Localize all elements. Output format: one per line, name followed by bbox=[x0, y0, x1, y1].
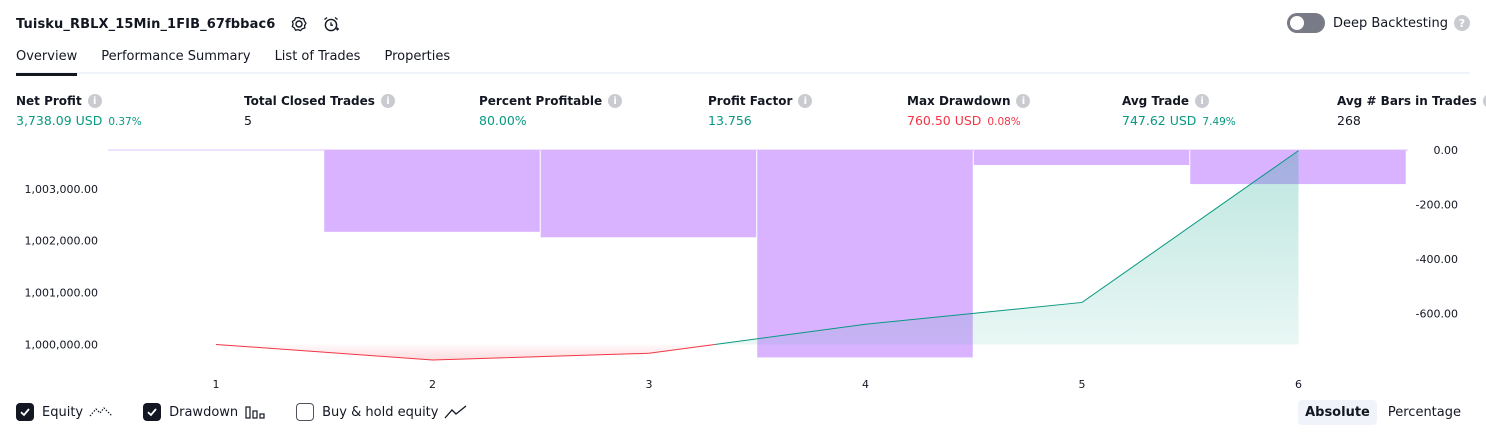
x-axis-tick: 4 bbox=[862, 378, 869, 391]
left-axis-tick: 1,001,000.00 bbox=[25, 287, 98, 300]
info-icon[interactable]: i bbox=[798, 94, 813, 108]
metric-value: 3,738.09 USD bbox=[16, 113, 103, 128]
report-tabs: Overview Performance Summary List of Tra… bbox=[16, 46, 1470, 76]
info-icon[interactable]: i bbox=[1016, 94, 1031, 108]
metric-value: 747.62 USD bbox=[1122, 113, 1197, 128]
toggle-knob bbox=[1289, 16, 1304, 30]
metric-label: Avg # Bars in Trades bbox=[1337, 94, 1477, 108]
tab-properties[interactable]: Properties bbox=[384, 49, 451, 64]
info-icon[interactable]: i bbox=[1482, 94, 1486, 108]
tab-overview[interactable]: Overview bbox=[16, 46, 78, 76]
legend-label: Buy & hold equity bbox=[322, 404, 439, 420]
right-axis-tick: 0.00 bbox=[1434, 144, 1459, 157]
metric-value: 13.756 bbox=[708, 113, 752, 128]
alarm-add-icon[interactable] bbox=[321, 14, 341, 34]
drawdown-bar bbox=[973, 150, 1190, 165]
legend-equity[interactable]: Equity bbox=[16, 403, 113, 421]
strategy-title: Tuisku_RBLX_15Min_1FIB_67fbbac6 bbox=[16, 16, 276, 32]
metric-percent: 0.37% bbox=[108, 116, 142, 128]
metric-avg-bars-in-trades: Avg # Bars in Trades i 268 bbox=[1337, 94, 1486, 128]
metric-label: Profit Factor bbox=[708, 94, 793, 108]
equity-positive-area bbox=[714, 150, 1299, 345]
metric-max-drawdown: Max Drawdown i 760.50 USD 0.08% bbox=[907, 94, 1031, 128]
info-icon[interactable]: i bbox=[380, 94, 395, 108]
metric-label: Total Closed Trades bbox=[244, 94, 375, 108]
metric-value: 760.50 USD bbox=[907, 113, 982, 128]
deep-backtesting-toggle[interactable] bbox=[1286, 13, 1325, 33]
info-icon[interactable]: i bbox=[87, 94, 102, 108]
metric-avg-trade: Avg Trade i 747.62 USD 7.49% bbox=[1122, 94, 1236, 128]
x-axis-tick: 1 bbox=[213, 378, 220, 391]
legend-drawdown[interactable]: Drawdown bbox=[143, 403, 266, 421]
percentage-button[interactable]: Percentage bbox=[1387, 405, 1461, 420]
x-axis-tick: 2 bbox=[429, 378, 436, 391]
equity-line-icon bbox=[89, 404, 113, 420]
equity-drawdown-chart[interactable]: 1,000,000.00 1,001,000.00 1,002,000.00 1,00… bbox=[0, 140, 1486, 396]
metric-value: 80.00% bbox=[479, 113, 527, 128]
right-axis-tick: -400.00 bbox=[1416, 253, 1458, 266]
checkbox-checked-icon[interactable] bbox=[143, 403, 162, 421]
chart-axes: 1,000,000.00 1,001,000.00 1,002,000.00 1,00… bbox=[25, 144, 1458, 391]
equity-series bbox=[215, 150, 1299, 361]
equity-line-negative bbox=[215, 343, 715, 361]
view-mode-switch: Absolute Percentage bbox=[1294, 400, 1468, 425]
bars-icon bbox=[244, 404, 266, 420]
metric-percent: 7.49% bbox=[1202, 116, 1236, 128]
legend-label: Equity bbox=[42, 404, 84, 420]
metric-label: Net Profit bbox=[16, 94, 82, 108]
left-axis-tick: 1,002,000.00 bbox=[25, 235, 98, 248]
checkbox-checked-icon[interactable] bbox=[16, 403, 34, 421]
right-axis-tick: -600.00 bbox=[1416, 308, 1458, 321]
right-axis-tick: -200.00 bbox=[1416, 199, 1458, 212]
x-axis-tick: 3 bbox=[646, 378, 653, 391]
info-icon[interactable]: i bbox=[1195, 94, 1210, 108]
metric-net-profit: Net Profit i 3,738.09 USD 0.37% bbox=[16, 94, 142, 128]
trend-line-icon bbox=[444, 404, 468, 420]
report-header: Tuisku_RBLX_15Min_1FIB_67fbbac6 bbox=[16, 12, 341, 36]
drawdown-bars bbox=[108, 149, 1408, 358]
equity-line-positive bbox=[714, 150, 1299, 345]
metric-label: Percent Profitable bbox=[479, 94, 603, 108]
checkbox-unchecked-icon[interactable] bbox=[296, 403, 315, 421]
x-axis-tick: 6 bbox=[1295, 378, 1302, 391]
metric-label: Max Drawdown bbox=[907, 94, 1011, 108]
legend-buy-hold-equity[interactable]: Buy & hold equity bbox=[296, 403, 468, 421]
metric-percent-profitable: Percent Profitable i 80.00% bbox=[479, 94, 623, 128]
metric-label: Avg Trade bbox=[1122, 94, 1190, 108]
metric-percent: 0.08% bbox=[987, 116, 1021, 128]
help-icon[interactable]: ? bbox=[1454, 15, 1470, 31]
metric-value: 5 bbox=[244, 113, 252, 128]
legend-label: Drawdown bbox=[169, 404, 239, 420]
drawdown-bar bbox=[324, 150, 540, 232]
x-axis-tick: 5 bbox=[1079, 378, 1086, 391]
deep-backtesting-label: Deep Backtesting bbox=[1332, 15, 1448, 31]
equity-negative-area bbox=[216, 344, 715, 360]
deep-backtesting-control: Deep Backtesting ? bbox=[1286, 13, 1470, 33]
drawdown-bar bbox=[540, 150, 757, 238]
chart-legend: Equity Drawdown Buy & hold equity bbox=[16, 403, 498, 421]
left-axis-tick: 1,000,000.00 bbox=[25, 338, 98, 351]
tab-list-of-trades[interactable]: List of Trades bbox=[274, 49, 361, 64]
metric-profit-factor: Profit Factor i 13.756 bbox=[708, 94, 813, 128]
tab-performance-summary[interactable]: Performance Summary bbox=[101, 49, 251, 64]
absolute-button[interactable]: Absolute bbox=[1298, 400, 1377, 425]
metric-value: 268 bbox=[1337, 113, 1361, 128]
info-icon[interactable]: i bbox=[608, 94, 623, 108]
metric-total-closed-trades: Total Closed Trades i 5 bbox=[244, 94, 395, 128]
settings-icon[interactable] bbox=[289, 14, 309, 34]
left-axis-tick: 1,003,000.00 bbox=[25, 183, 98, 196]
